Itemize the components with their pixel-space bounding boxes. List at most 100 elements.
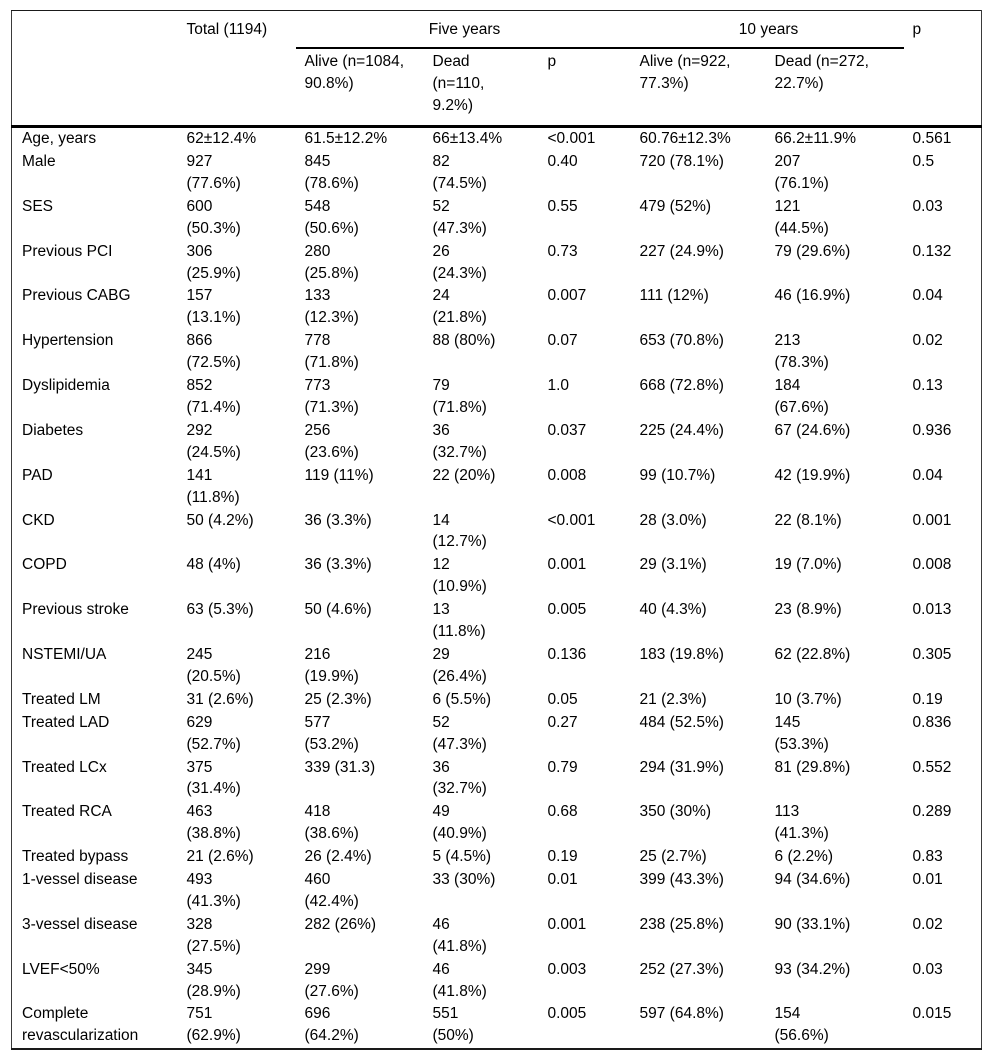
data-cell: 345 (28.9%): [186, 960, 241, 1000]
data-cell: 306 (25.9%): [186, 242, 241, 282]
data-cell: 36 (32.7%): [432, 421, 487, 461]
data-cell: 399 (43.3%): [639, 871, 724, 889]
data-cell: 866 (72.5%): [186, 332, 241, 372]
data-cell: 157 (13.1%): [186, 287, 241, 327]
data-cell: 31 (2.6%): [186, 690, 254, 708]
table-row: Dyslipidemia 852 (71.4%) 773 (71.3%) 79 (71…: [12, 375, 982, 420]
data-cell: 252 (27.3%): [639, 960, 724, 978]
data-cell: 61.5±12.2%: [295, 124, 424, 151]
corner-cell: [12, 11, 178, 127]
row-label-cell: Hypertension: [22, 332, 114, 350]
data-cell: 22 (8.1%): [774, 511, 842, 529]
data-cell: 0.001: [547, 915, 587, 933]
data-cell: 99 (10.7%): [639, 466, 716, 484]
data-cell: 40 (4.3%): [639, 601, 707, 619]
data-cell: 0.73: [547, 242, 578, 260]
data-cell: 52 (47.3%): [432, 713, 487, 753]
data-cell: 339 (31.3): [304, 758, 376, 776]
row-label-cell: Previous stroke: [22, 601, 129, 619]
row-label-cell: COPD: [22, 556, 67, 574]
data-cell: 0.13: [912, 377, 943, 395]
data-cell: 50 (4.2%): [186, 511, 254, 529]
data-cell: 629 (52.7%): [186, 713, 241, 753]
dead-10y-column-header: Dead (n=272, 22.7%): [774, 52, 869, 92]
data-cell: 42 (19.9%): [774, 466, 851, 484]
data-cell: 0.001: [547, 556, 587, 574]
row-label-cell: 3-vessel disease: [22, 915, 138, 933]
data-cell: 0.552: [912, 758, 952, 776]
data-cell: 600 (50.3%): [186, 197, 241, 237]
data-cell: 113 (41.3%): [774, 803, 829, 843]
data-cell: 28 (3.0%): [639, 511, 707, 529]
table-row: Treated LM 31 (2.6%) 25 (2.3%) 6 (5.5%) 0.05…: [12, 688, 982, 711]
data-cell: 62±12.4%: [177, 124, 296, 151]
data-cell: 88 (80%): [432, 332, 496, 350]
data-cell: 328 (27.5%): [186, 915, 241, 955]
data-cell: 0.132: [912, 242, 952, 260]
data-cell: 460 (42.4%): [304, 871, 359, 910]
data-cell: 227 (24.9%): [639, 242, 724, 260]
data-cell: <0.001: [547, 511, 596, 529]
data-cell: 0.008: [912, 556, 952, 574]
data-cell: 23 (8.9%): [774, 601, 842, 619]
row-label-cell: Treated LAD: [22, 713, 110, 731]
data-cell: 0.015: [912, 1005, 952, 1023]
row-label-cell: Previous CABG: [22, 287, 131, 305]
row-label-cell: 1-vessel disease: [22, 871, 138, 889]
data-cell: 0.02: [912, 915, 943, 933]
ten-years-group-header: 10 years: [630, 10, 904, 49]
table-row: Hypertension 866 (72.5%) 778 (71.8%) 88 (80…: [12, 330, 982, 375]
data-cell: 141 (11.8%): [186, 466, 240, 506]
total-column-header: Total (1194): [186, 21, 268, 38]
row-label-cell: Male: [22, 153, 56, 171]
table-row: LVEF<50% 345 (28.9%) 299 (27.6%) 46 (41.8%)…: [12, 958, 982, 1003]
data-cell: 29 (3.1%): [639, 556, 707, 574]
data-cell: 292 (24.5%): [186, 421, 241, 461]
data-cell: 751 (62.9%): [186, 1005, 241, 1045]
table-row: 3-vessel disease 328 (27.5%) 282 (26%) 46 (…: [12, 913, 982, 958]
data-cell: 0.001: [912, 511, 952, 529]
data-cell: 46 (41.8%): [432, 915, 487, 955]
data-cell: <0.001: [538, 124, 631, 151]
data-cell: 79 (71.8%): [432, 377, 487, 416]
dead-5y-column-header: Dead (n=110, 9.2%): [432, 52, 485, 114]
row-label-cell: CKD: [22, 511, 55, 529]
table-row: Previous PCI 306 (25.9%) 280 (25.8%) 26 (24…: [12, 240, 982, 285]
data-cell: 52 (47.3%): [432, 197, 487, 237]
p-overall-column-header: p: [912, 21, 922, 38]
data-cell: 484 (52.5%): [639, 713, 724, 731]
data-cell: 463 (38.8%): [186, 803, 241, 843]
data-cell: 256 (23.6%): [304, 421, 359, 461]
table-row: COPD 48 (4%) 36 (3.3%) 12 (10.9%) 0.001 29 (3…: [12, 554, 982, 599]
data-cell: 36 (32.7%): [432, 758, 487, 798]
data-cell: 79 (29.6%): [774, 242, 851, 260]
data-cell: 66±13.4%: [423, 124, 539, 151]
data-cell: 0.01: [912, 871, 943, 889]
data-cell: 0.19: [547, 848, 578, 866]
data-cell: 479 (52%): [639, 197, 712, 215]
data-cell: 280 (25.8%): [304, 242, 359, 282]
data-cell: 133 (12.3%): [304, 287, 359, 327]
table-row: PAD 141 (11.8%) 119 (11%) 22 (20%) 0.008 99 (…: [12, 464, 982, 509]
row-label-cell: Age, years: [11, 124, 178, 151]
data-cell: 418 (38.6%): [304, 803, 359, 843]
data-cell: 597 (64.8%): [639, 1005, 724, 1023]
patient-characteristics-table: Total (1194) Five years 10 years p Alive…: [11, 10, 983, 1050]
data-cell: 36 (3.3%): [304, 556, 372, 574]
data-cell: 10 (3.7%): [774, 690, 842, 708]
data-cell: 0.037: [547, 421, 587, 439]
table-row: NSTEMI/UA 245 (20.5%) 216 (19.9%) 29 (26.4%…: [12, 643, 982, 688]
row-label-cell: Treated bypass: [22, 848, 129, 866]
data-cell: 0.013: [912, 601, 952, 619]
data-cell: 5 (4.5%): [432, 848, 492, 866]
data-cell: 238 (25.8%): [639, 915, 724, 933]
row-label-cell: Dyslipidemia: [22, 377, 110, 395]
data-cell: 0.005: [547, 1005, 587, 1023]
data-cell: 299 (27.6%): [304, 960, 359, 1000]
data-cell: 294 (31.9%): [639, 758, 724, 776]
data-cell: 33 (30%): [432, 871, 496, 889]
data-cell: 493 (41.3%): [186, 871, 241, 910]
data-cell: 49 (40.9%): [432, 803, 487, 843]
data-cell: 67 (24.6%): [774, 421, 851, 439]
data-cell: 66.2±11.9%: [765, 124, 904, 151]
